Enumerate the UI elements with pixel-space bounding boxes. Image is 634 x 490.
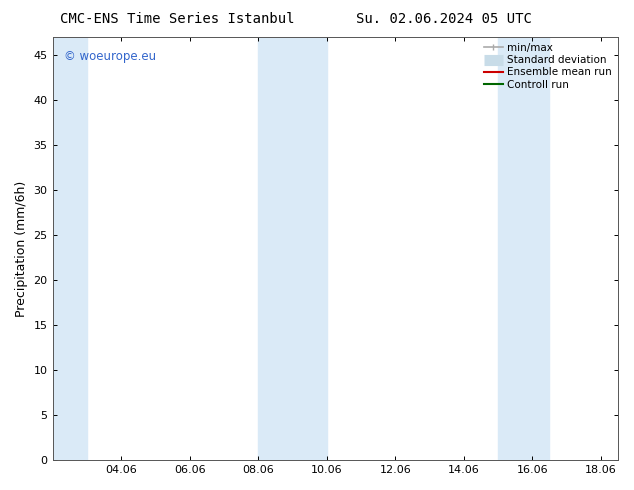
Bar	[258, 37, 327, 460]
Text: CMC-ENS Time Series Istanbul: CMC-ENS Time Series Istanbul	[60, 12, 295, 26]
Bar	[498, 37, 550, 460]
Text: Su. 02.06.2024 05 UTC: Su. 02.06.2024 05 UTC	[356, 12, 532, 26]
Text: © woeurope.eu: © woeurope.eu	[64, 50, 156, 63]
Legend: min/max, Standard deviation, Ensemble mean run, Controll run: min/max, Standard deviation, Ensemble me…	[480, 39, 616, 94]
Y-axis label: Precipitation (mm/6h): Precipitation (mm/6h)	[15, 180, 28, 317]
Bar	[53, 37, 87, 460]
